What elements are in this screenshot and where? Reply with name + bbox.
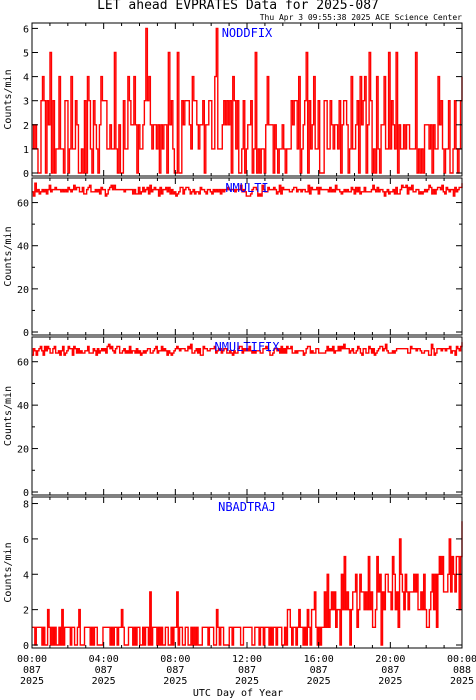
- x-tick-label-doy: 087: [166, 665, 184, 676]
- y-tick-label: 0: [23, 169, 29, 180]
- y-tick-label: 60: [17, 358, 29, 369]
- panel-label: NMULTIFIX: [214, 340, 280, 354]
- x-tick-label-doy: 087: [95, 665, 113, 676]
- y-tick-label: 1: [23, 145, 29, 156]
- x-tick-label-doy: 087: [381, 665, 399, 676]
- panel-label: NBADTRAJ: [218, 500, 276, 514]
- y-tick-label: 6: [23, 24, 29, 35]
- x-tick-label-time: 08:00: [160, 654, 190, 665]
- x-tick-label-time: 00:00: [447, 654, 476, 665]
- panel-noddfix: 0 1 2 3 4 5 6 Counts/min NODDFIX: [3, 22, 463, 180]
- y-tick-label: 2: [23, 121, 29, 132]
- x-tick-label-doy: 087: [238, 665, 256, 676]
- x-tick-label-time: 16:00: [304, 654, 334, 665]
- series-line-nmulti: [32, 182, 463, 197]
- x-tick-label-time: 04:00: [89, 654, 119, 665]
- y-axis-label: Counts/min: [3, 542, 14, 602]
- y-tick-label: 8: [23, 500, 29, 511]
- x-tick-label-time: 12:00: [232, 654, 262, 665]
- x-tick-label-year: 2025: [307, 676, 331, 687]
- y-axis-label: Counts/min: [3, 226, 14, 286]
- panels-group: 0123456Counts/minNODDFIX0204060Counts/mi…: [3, 22, 463, 652]
- y-tick-label: 6: [23, 535, 29, 546]
- series-line-noddfix: [32, 27, 463, 174]
- panel-label: NODDFIX: [222, 26, 273, 40]
- y-tick-label: 4: [23, 73, 29, 84]
- y-tick-label: 4: [23, 570, 29, 581]
- y-tick-label: 0: [23, 641, 29, 652]
- y-axis-label: Counts/min: [3, 386, 14, 446]
- x-axis-label: UTC Day of Year: [193, 688, 283, 699]
- y-tick-label: 20: [17, 285, 29, 296]
- x-tick-label-year: 2025: [92, 676, 116, 687]
- y-tick-label: 3: [23, 97, 29, 108]
- x-tick-label-time: 20:00: [375, 654, 405, 665]
- series-line-nmultifix: [32, 342, 463, 356]
- x-tick-label-time: 00:00: [17, 654, 47, 665]
- chart-title: LET ahead EVPRATES Data for 2025-087: [97, 0, 379, 13]
- panel-frame: [31, 177, 463, 336]
- y-tick-label: 0: [23, 488, 29, 499]
- x-tick-label-year: 2025: [378, 676, 402, 687]
- y-tick-label: 40: [17, 401, 29, 412]
- x-tick-label-doy: 088: [453, 665, 471, 676]
- y-tick-label: 60: [17, 199, 29, 210]
- panel-nbadtraj: 0 2 4 6 8 Counts/min NBADTRAJ: [3, 496, 463, 652]
- x-tick-label-year: 2025: [20, 676, 44, 687]
- panel-label: NMULTI: [225, 181, 268, 195]
- y-axis-label: Counts/min: [3, 69, 14, 129]
- y-tick-label: 2: [23, 606, 29, 617]
- x-tick-label-year: 2025: [450, 676, 474, 687]
- panel-nmultifix: 0 20 40 60 Counts/min NMULTIFIX: [3, 336, 463, 499]
- panel-nmulti: 0 20 40 60 Counts/min NMULTI: [3, 177, 463, 339]
- x-axis-group: 00:00087202504:00087202508:00087202512:0…: [17, 654, 476, 687]
- x-tick-label-doy: 087: [310, 665, 328, 676]
- series-line-nbadtraj: [32, 521, 463, 646]
- x-tick-label-year: 2025: [163, 676, 187, 687]
- x-tick-label-doy: 087: [23, 665, 41, 676]
- panel-frame: [31, 336, 463, 496]
- y-tick-label: 0: [23, 328, 29, 339]
- generation-timestamp: Thu Apr 3 09:55:38 2025 ACE Science Cent…: [260, 13, 462, 22]
- y-tick-label: 20: [17, 445, 29, 456]
- y-tick-label: 5: [23, 49, 29, 60]
- y-tick-label: 40: [17, 242, 29, 253]
- x-tick-label-year: 2025: [235, 676, 259, 687]
